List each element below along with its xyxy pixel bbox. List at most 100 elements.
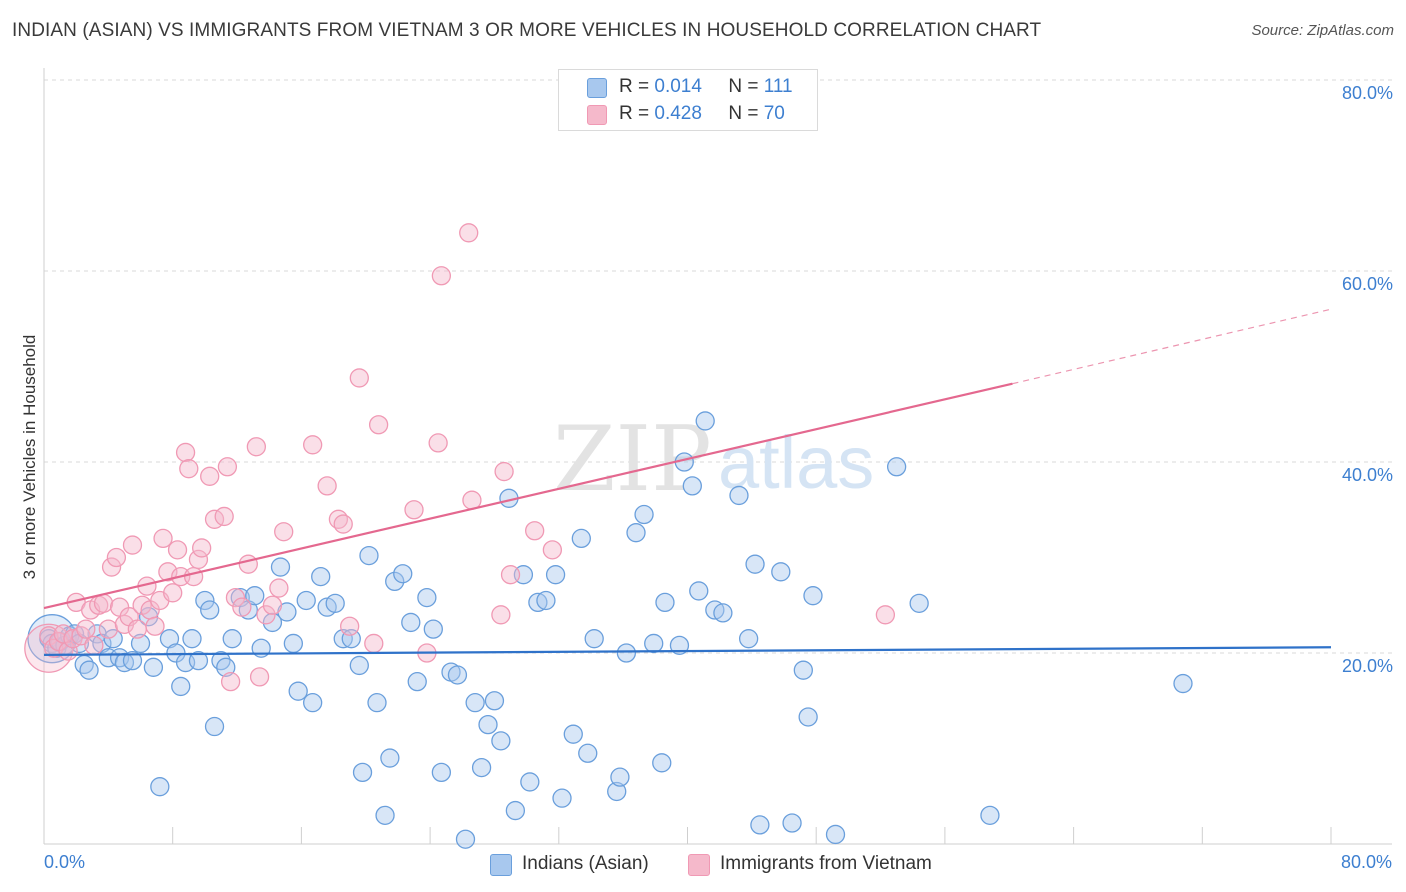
indians-point bbox=[803, 586, 823, 606]
indians-point bbox=[771, 562, 791, 582]
vietnam-point bbox=[875, 605, 896, 625]
legend-n-value: 111 bbox=[763, 76, 793, 97]
indians-point bbox=[689, 581, 709, 601]
indians-point bbox=[745, 554, 765, 574]
vietnam-point bbox=[175, 442, 196, 463]
indians-point bbox=[352, 762, 373, 783]
indians-point bbox=[393, 564, 413, 584]
indians-point bbox=[303, 693, 323, 713]
indians-point bbox=[909, 593, 929, 613]
legend-label-vietnam: Immigrants from Vietnam bbox=[720, 853, 932, 874]
vietnam-point bbox=[238, 554, 258, 574]
indians-point bbox=[584, 629, 604, 649]
correlation-legend: R = 0.014 N = 111 R = 0.428 N = 70 bbox=[558, 69, 818, 131]
vietnam-point bbox=[145, 616, 165, 636]
indians-point bbox=[626, 523, 646, 543]
legend-swatch-blue bbox=[490, 854, 512, 876]
vietnam-point bbox=[256, 605, 276, 625]
trend-line-indians bbox=[43, 646, 1332, 657]
indians-point bbox=[359, 545, 379, 566]
indians-point bbox=[1173, 673, 1193, 694]
legend-swatch-pink bbox=[587, 105, 607, 125]
indians-point bbox=[607, 781, 627, 802]
source-label: Source: ZipAtlas.com bbox=[1251, 22, 1394, 39]
indians-point bbox=[130, 633, 151, 654]
indians-point bbox=[545, 565, 566, 585]
vietnam-point bbox=[428, 433, 448, 453]
vietnam-point bbox=[494, 461, 514, 482]
vietnam-point bbox=[179, 459, 199, 479]
indians-point bbox=[79, 660, 99, 680]
indians-point bbox=[447, 665, 468, 685]
vietnam-point bbox=[333, 514, 353, 534]
indians-point bbox=[825, 824, 846, 845]
indians-point bbox=[188, 650, 209, 671]
vietnam-point bbox=[93, 593, 114, 613]
indians-point bbox=[571, 528, 591, 549]
indians-point bbox=[750, 815, 770, 835]
indians-point bbox=[455, 829, 476, 849]
legend-n-label: N = bbox=[728, 103, 759, 124]
indians-point bbox=[171, 676, 191, 697]
vietnam-point bbox=[84, 635, 104, 656]
indians-point bbox=[491, 731, 511, 751]
vietnam-point bbox=[542, 540, 563, 560]
legend-n-label: N = bbox=[728, 76, 759, 97]
trend-lines bbox=[43, 308, 1332, 657]
indians-point bbox=[563, 724, 583, 744]
vietnam-point bbox=[39, 626, 59, 646]
vietnam-point bbox=[317, 476, 337, 496]
vietnam-point bbox=[364, 633, 384, 654]
vietnam-point bbox=[76, 619, 96, 639]
chart-title: INDIAN (ASIAN) VS IMMIGRANTS FROM VIETNA… bbox=[12, 20, 1042, 41]
indians-point bbox=[311, 566, 331, 587]
vietnam-point bbox=[127, 619, 147, 639]
vietnam-point bbox=[404, 500, 424, 520]
indians-point bbox=[478, 714, 498, 735]
vietnam-point bbox=[431, 266, 452, 286]
indians-point bbox=[92, 633, 112, 654]
indians-point bbox=[471, 757, 492, 778]
indians-point bbox=[401, 612, 421, 633]
y-axis-title: 3 or more Vehicles in Household bbox=[20, 334, 39, 580]
indians-point bbox=[325, 593, 345, 613]
y-tick-label-60: 60.0% bbox=[1342, 274, 1393, 294]
indians-point bbox=[296, 590, 316, 611]
vietnam-point bbox=[98, 619, 118, 639]
legend-r-value: 0.428 bbox=[654, 103, 702, 124]
series-legend: Indians (Asian) Immigrants from Vietnam bbox=[0, 852, 1406, 878]
indians-point bbox=[138, 607, 159, 627]
indians-point bbox=[431, 762, 452, 783]
indians-point bbox=[886, 457, 907, 477]
indians-point bbox=[367, 693, 387, 713]
indians-point bbox=[528, 592, 548, 613]
legend-swatch-pink bbox=[688, 854, 710, 876]
indians-point bbox=[245, 586, 265, 606]
indians-point bbox=[644, 633, 664, 654]
indians-point bbox=[270, 557, 291, 577]
indians-point bbox=[216, 657, 236, 677]
indians-point bbox=[798, 707, 818, 727]
indians-point bbox=[375, 805, 395, 825]
vietnam-point bbox=[153, 528, 173, 549]
indians-point bbox=[385, 571, 405, 592]
indians-point bbox=[536, 590, 556, 611]
series-indians-asian bbox=[27, 411, 1193, 849]
indians-point bbox=[505, 800, 526, 821]
axes bbox=[43, 68, 1392, 845]
indians-point bbox=[204, 716, 225, 737]
vietnam-point bbox=[500, 565, 521, 585]
indians-point bbox=[669, 635, 690, 656]
trend-line-vietnam bbox=[43, 382, 1013, 610]
indians-point bbox=[465, 693, 485, 713]
indians-point bbox=[980, 805, 1000, 825]
vietnam-point bbox=[188, 549, 209, 570]
indians-point bbox=[143, 657, 164, 677]
vietnam-point bbox=[274, 522, 294, 542]
indians-point bbox=[150, 777, 170, 797]
indians-point bbox=[793, 660, 813, 680]
y-tick-label-40: 40.0% bbox=[1342, 465, 1393, 485]
vietnam-point bbox=[101, 557, 122, 577]
indians-point bbox=[283, 633, 304, 654]
legend-swatch-blue bbox=[587, 78, 607, 98]
